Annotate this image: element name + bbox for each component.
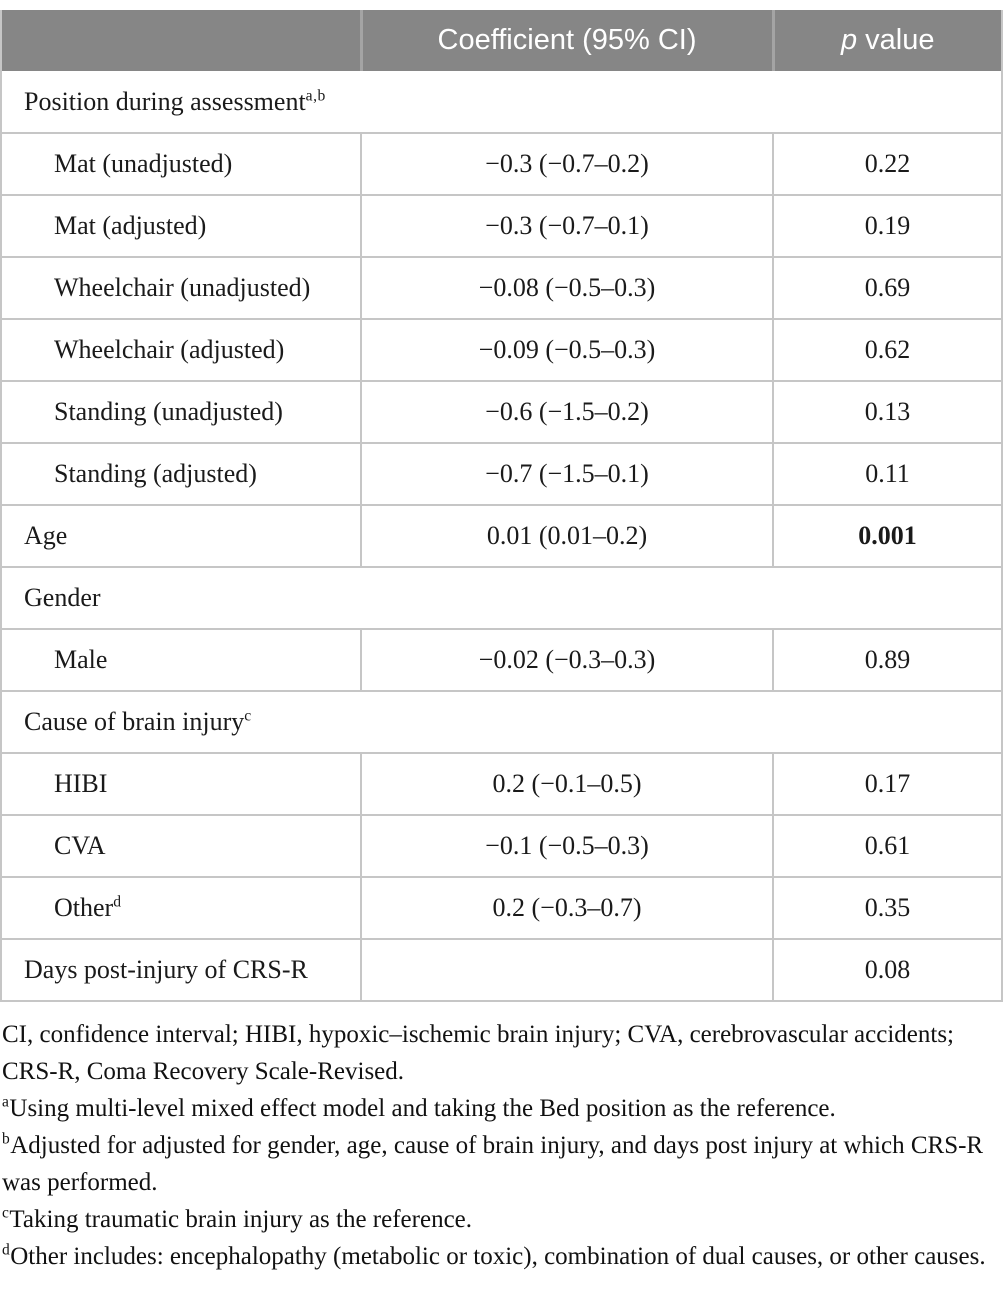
p-value-cell: 0.11 — [772, 443, 1002, 505]
row-male: Male −0.02 (−0.3–0.3) 0.89 — [1, 629, 1002, 691]
coefficient-column-header: Coefficient (95% CI) — [359, 10, 773, 71]
section-row-cause: Cause of brain injuryc — [1, 691, 1002, 753]
p-value-cell: 0.89 — [772, 629, 1002, 691]
row-label-cell: Wheelchair (adjusted) — [54, 335, 285, 364]
section-label: Cause of brain injuryc — [1, 691, 1002, 753]
row-label-cell: CVA — [54, 831, 106, 860]
p-value-cell: 0.61 — [772, 815, 1002, 877]
coefficient-cell-empty — [360, 939, 773, 1001]
row-label-cell: Wheelchair (unadjusted) — [54, 273, 311, 302]
row-other: Otherd 0.2 (−0.3–0.7) 0.35 — [1, 877, 1002, 939]
p-value-cell-significant: 0.001 — [772, 505, 1002, 567]
footnote-abbreviations: CI, confidence interval; HIBI, hypoxic–i… — [2, 1016, 1002, 1090]
row-cva: CVA −0.1 (−0.5–0.3) 0.61 — [1, 815, 1002, 877]
coefficient-cell: −0.1 (−0.5–0.3) — [360, 815, 773, 877]
footnote-marker: d — [2, 1241, 11, 1259]
footnote-marker: d — [113, 893, 122, 911]
row-wheelchair-unadjusted: Wheelchair (unadjusted) −0.08 (−0.5–0.3)… — [1, 257, 1002, 319]
coefficient-cell: −0.08 (−0.5–0.3) — [360, 257, 773, 319]
footnote-b: bAdjusted for adjusted for gender, age, … — [2, 1127, 1002, 1201]
p-value-cell: 0.35 — [772, 877, 1002, 939]
footnote-text: Using multi-level mixed effect model and… — [9, 1095, 836, 1122]
section-label: Position during assessmenta,b — [1, 71, 1002, 133]
footnote-text: Adjusted for adjusted for gender, age, c… — [2, 1132, 984, 1196]
footnote-marker: b — [2, 1130, 11, 1148]
footnote-marker: a — [2, 1093, 10, 1111]
coefficient-cell: −0.02 (−0.3–0.3) — [360, 629, 773, 691]
p-value-cell: 0.19 — [772, 195, 1002, 257]
section-label-text: Cause of brain injury — [24, 707, 245, 736]
row-label-cell: Male — [54, 645, 108, 674]
footnote-text: Taking traumatic brain injury as the ref… — [9, 1206, 473, 1233]
coefficient-cell: 0.2 (−0.1–0.5) — [360, 753, 773, 815]
footnote-marker: a,b — [305, 86, 326, 104]
row-standing-adjusted: Standing (adjusted) −0.7 (−1.5–0.1) 0.11 — [1, 443, 1002, 505]
footnote-marker: c — [2, 1204, 10, 1222]
coefficient-cell: −0.09 (−0.5–0.3) — [360, 319, 773, 381]
row-days-post-injury: Days post-injury of CRS-R 0.08 — [1, 939, 1002, 1001]
section-label-text: Gender — [24, 583, 101, 612]
coefficient-cell: −0.3 (−0.7–0.2) — [360, 133, 773, 195]
row-label-cell: Days post-injury of CRS-R — [24, 955, 308, 984]
coefficient-cell: 0.01 (0.01–0.2) — [360, 505, 773, 567]
p-value-cell: 0.69 — [772, 257, 1002, 319]
row-label-cell: Mat (unadjusted) — [54, 149, 233, 178]
row-label-text: Other — [54, 893, 114, 922]
table-footnotes: CI, confidence interval; HIBI, hypoxic–i… — [0, 1002, 1002, 1275]
row-label-cell: Mat (adjusted) — [54, 211, 207, 240]
p-value-cell: 0.62 — [772, 319, 1002, 381]
coefficient-cell: −0.6 (−1.5–0.2) — [360, 381, 773, 443]
coefficient-cell: −0.7 (−1.5–0.1) — [360, 443, 773, 505]
row-wheelchair-adjusted: Wheelchair (adjusted) −0.09 (−0.5–0.3) 0… — [1, 319, 1002, 381]
p-value-cell: 0.22 — [772, 133, 1002, 195]
section-label-text: Position during assessment — [24, 86, 306, 116]
footnote-a: aUsing multi-level mixed effect model an… — [2, 1090, 1002, 1127]
p-value-cell: 0.08 — [772, 939, 1002, 1001]
p-value-column-header: p value — [771, 10, 1002, 71]
section-row-position: Position during assessmenta,b — [1, 71, 1002, 133]
footnote-d: dOther includes: encephalopathy (metabol… — [2, 1238, 1002, 1275]
row-label-cell: Standing (adjusted) — [54, 459, 257, 488]
coefficient-cell: −0.3 (−0.7–0.1) — [360, 195, 773, 257]
p-value-cell: 0.13 — [772, 381, 1002, 443]
regression-results-table: Coefficient (95% CI) p value Position du… — [0, 10, 1003, 1002]
section-label: Gender — [1, 567, 1002, 629]
table-header-row: Coefficient (95% CI) p value — [1, 10, 1002, 71]
row-age: Age 0.01 (0.01–0.2) 0.001 — [1, 505, 1002, 567]
footnote-c: cTaking traumatic brain injury as the re… — [2, 1201, 1002, 1238]
p-value-rest: value — [857, 24, 935, 56]
footnote-text: Other includes: encephalopathy (metaboli… — [10, 1243, 986, 1270]
row-label-cell: Otherd — [1, 877, 361, 939]
row-mat-unadjusted: Mat (unadjusted) −0.3 (−0.7–0.2) 0.22 — [1, 133, 1002, 195]
row-standing-unadjusted: Standing (unadjusted) −0.6 (−1.5–0.2) 0.… — [1, 381, 1002, 443]
row-hibi: HIBI 0.2 (−0.1–0.5) 0.17 — [1, 753, 1002, 815]
footnote-text: CI, confidence interval; HIBI, hypoxic–i… — [2, 1021, 955, 1085]
coefficient-cell: 0.2 (−0.3–0.7) — [360, 877, 773, 939]
row-mat-adjusted: Mat (adjusted) −0.3 (−0.7–0.1) 0.19 — [1, 195, 1002, 257]
p-value-cell: 0.17 — [772, 753, 1002, 815]
row-label-cell: Age — [24, 521, 68, 550]
empty-header-cell — [1, 10, 361, 71]
section-row-gender: Gender — [1, 567, 1002, 629]
row-label-cell: HIBI — [54, 769, 108, 798]
p-italic: p — [840, 24, 858, 56]
footnote-marker: c — [244, 707, 252, 725]
row-label-cell: Standing (unadjusted) — [54, 397, 283, 426]
